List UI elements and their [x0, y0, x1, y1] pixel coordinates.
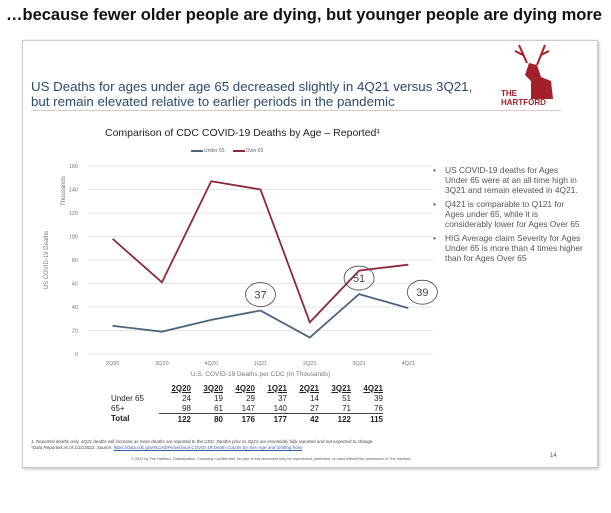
y-tick-label: 60 [72, 282, 78, 288]
annotation-circle [245, 282, 276, 307]
y-axis-unit: Thousands [61, 176, 67, 206]
deaths-table: 2Q20 3Q20 4Q20 1Q21 2Q21 3Q21 4Q21 Under 65 24 1… [111, 383, 383, 424]
y-tick-label: 160 [69, 164, 78, 170]
x-tick-label: 1Q21 [254, 361, 267, 367]
footnote: 1. Reported deaths only. 4Q21 deaths wil… [31, 439, 374, 450]
chart-legend: Under 65 Over 65 [191, 148, 263, 154]
headline: …because fewer older people are dying, b… [6, 6, 602, 24]
title-divider [31, 110, 561, 111]
table-row: Under 65 24 19 29 37 14 51 39 [111, 393, 383, 403]
chart-title: Comparison of CDC COVID-19 Deaths by Age… [105, 127, 380, 139]
annotation-label: 37 [254, 290, 266, 302]
x-tick-label: 4Q20 [204, 361, 217, 367]
copyright: © 2022 by The Hartford. Classification: … [131, 457, 412, 461]
annotation-label: 39 [416, 287, 428, 299]
y-tick-label: 40 [72, 305, 78, 311]
y-tick-label: 80 [72, 258, 78, 264]
y-tick-label: 20 [72, 329, 78, 335]
legend-under-65: Under 65 [191, 148, 225, 154]
slide-title: US Deaths for ages under age 65 decrease… [31, 79, 473, 109]
x-tick-label: 3Q21 [352, 361, 365, 367]
slide: US Deaths for ages under age 65 decrease… [22, 40, 598, 468]
bullet: HIG Average claim Severity for Ages Unde… [433, 233, 583, 263]
x-tick-label: 2Q21 [303, 361, 316, 367]
x-tick-label: 3Q20 [155, 361, 168, 367]
logo-line2: HARTFORD [501, 98, 546, 107]
table-row: 65+ 98 61 147 140 27 71 76 [111, 403, 383, 413]
y-tick-label: 0 [75, 352, 78, 358]
bullet-list: US COVID-19 deaths for Ages Under 65 wer… [433, 165, 583, 267]
y-tick-label: 140 [69, 188, 78, 194]
x-tick-label: 2Q20 [106, 361, 119, 367]
line-chart: 0 20 40 60 80 100 120 140 160 2Q20 3Q20 4Q20 1Q21 2Q2… [44, 164, 438, 378]
bullet: US COVID-19 deaths for Ages Under 65 wer… [433, 165, 583, 195]
source-link[interactable]: https://data.cdc.gov/NCHS/Provisional-CO… [113, 445, 303, 450]
x-axis-label: U.S. COVID-19 Deaths per CDC (In Thousan… [191, 371, 330, 378]
page-number: 14 [550, 453, 557, 459]
legend-over-65: Over 65 [232, 148, 263, 154]
y-tick-label: 120 [69, 211, 78, 217]
annotation-label: 51 [353, 273, 365, 285]
y-tick-label: 100 [69, 235, 78, 241]
annotation-circle [343, 265, 375, 291]
y-axis-label: US COVID-19 Deaths [44, 231, 50, 289]
logo-line1: THE [501, 89, 517, 98]
annotation-circle [406, 279, 438, 305]
bullet: Q421 is comparable to Q121 for Ages unde… [433, 199, 583, 229]
hartford-logo: THE HARTFORD [493, 41, 563, 109]
stag-icon [514, 44, 553, 99]
x-tick-label: 4Q21 [402, 361, 415, 367]
table-row-total: Total 122 80 176 177 42 122 115 [111, 413, 383, 424]
